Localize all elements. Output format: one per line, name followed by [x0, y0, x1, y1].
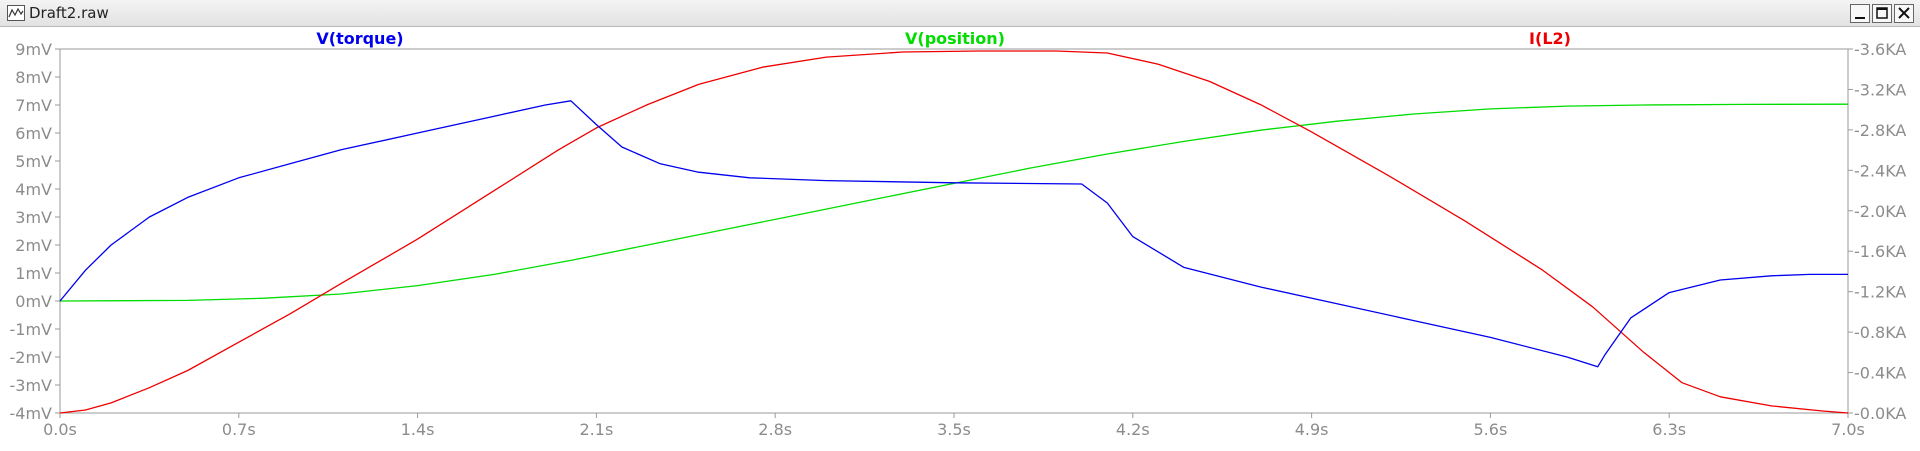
- left-tick-label: -2mV: [10, 348, 53, 367]
- maximize-icon: [1876, 7, 1888, 19]
- trace-label[interactable]: I(L2): [1529, 29, 1571, 48]
- left-tick-label: -3mV: [10, 376, 53, 395]
- series-line-v-position[interactable]: [59, 103, 1849, 302]
- x-tick-label: 1.4s: [401, 420, 435, 439]
- right-tick-label: -2.4KA: [1854, 161, 1906, 180]
- right-tick-label: -2.8KA: [1854, 121, 1906, 140]
- waveform-app-icon: [7, 5, 25, 21]
- window-title: Draft2.raw: [29, 4, 109, 22]
- maximize-button[interactable]: [1872, 4, 1892, 23]
- right-tick-label: -0.0KA: [1854, 404, 1906, 423]
- x-tick-label: 0.7s: [222, 420, 256, 439]
- plot-frame: [59, 48, 1849, 414]
- x-tick-label: 0.0s: [43, 420, 77, 439]
- x-tick-label: 3.5s: [937, 420, 971, 439]
- left-tick-label: 2mV: [15, 236, 52, 255]
- right-tick-label: -0.4KA: [1854, 364, 1906, 383]
- left-tick-label: 3mV: [15, 208, 52, 227]
- series-line-v-torque[interactable]: [59, 100, 1848, 368]
- waveform-chart[interactable]: 9mV 8mV 7mV 6mV 5mV 4mV 3mV 2mV 1mV 0mV -1mV -2mV -3…: [0, 27, 1920, 447]
- plot-area[interactable]: 9mV 8mV 7mV 6mV 5mV 4mV 3mV 2mV 1mV 0mV -1mV -2mV -3…: [0, 27, 1920, 447]
- right-tick-label: -1.2KA: [1854, 283, 1906, 302]
- left-tick-label: 6mV: [15, 124, 52, 143]
- left-tick-label: 4mV: [15, 180, 52, 199]
- minimize-icon: [1855, 17, 1865, 19]
- right-tick-label: -2.0KA: [1854, 202, 1906, 221]
- left-tick-label: 7mV: [15, 96, 52, 115]
- x-tick-label: 6.3s: [1652, 420, 1686, 439]
- left-tick-label: 8mV: [15, 68, 52, 87]
- left-tick-label: -1mV: [10, 320, 53, 339]
- close-button[interactable]: [1894, 4, 1914, 23]
- x-tick-label: 2.8s: [758, 420, 792, 439]
- right-tick-label: -3.6KA: [1854, 40, 1906, 59]
- right-tick-label: -1.6KA: [1854, 242, 1906, 261]
- series-line-i-l2[interactable]: [59, 50, 1849, 414]
- right-tick-label: -0.8KA: [1854, 323, 1906, 342]
- left-tick-label: 0mV: [15, 292, 52, 311]
- right-tick-label: -3.2KA: [1854, 80, 1906, 99]
- minimize-button[interactable]: [1850, 4, 1870, 23]
- trace-label[interactable]: V(position): [905, 29, 1005, 48]
- left-tick-label: 1mV: [15, 264, 52, 283]
- x-tick-label: 4.9s: [1295, 420, 1329, 439]
- x-tick-label: 2.1s: [580, 420, 614, 439]
- x-tick-label: 7.0s: [1831, 420, 1865, 439]
- x-tick-label: 4.2s: [1116, 420, 1150, 439]
- left-tick-label: 5mV: [15, 152, 52, 171]
- left-tick-label: -4mV: [10, 404, 53, 423]
- close-icon: [1898, 7, 1910, 19]
- window-titlebar[interactable]: Draft2.raw: [0, 0, 1920, 27]
- trace-label[interactable]: V(torque): [316, 29, 403, 48]
- x-tick-label: 5.6s: [1474, 420, 1508, 439]
- left-tick-label: 9mV: [15, 40, 52, 59]
